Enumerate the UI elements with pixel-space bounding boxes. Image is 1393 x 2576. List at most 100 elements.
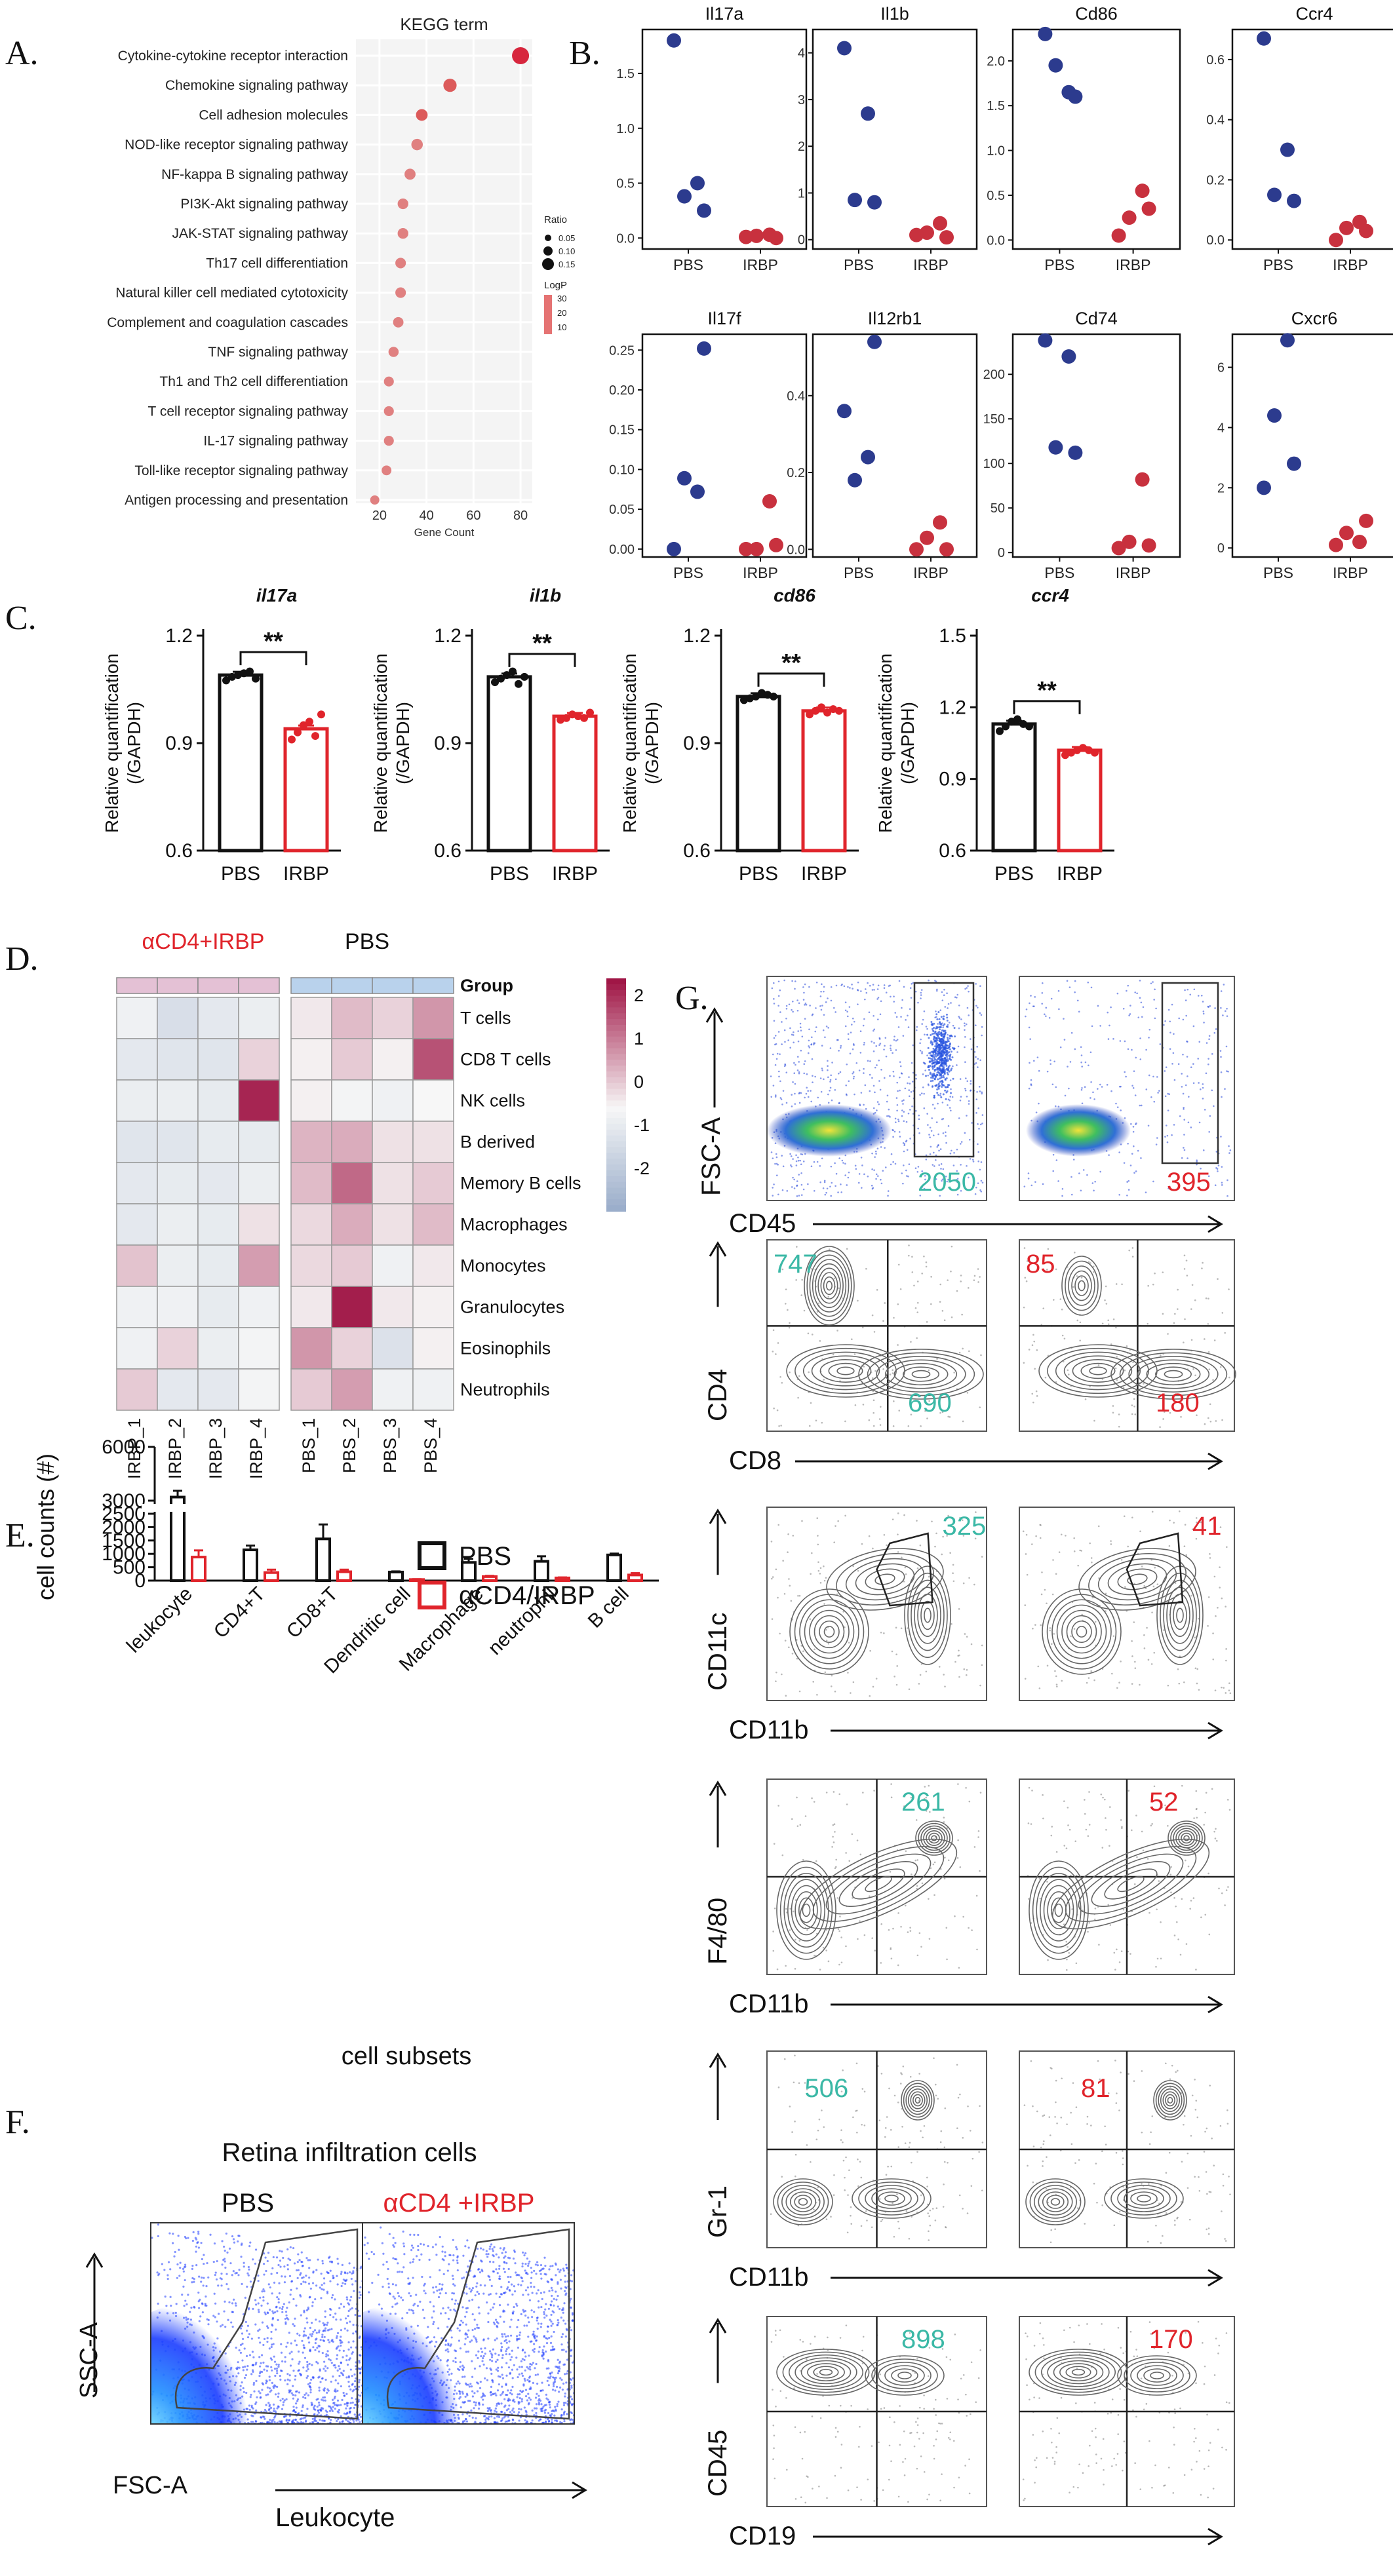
event-dot [927, 1074, 929, 1077]
event-dot [409, 2294, 412, 2297]
event-dot [822, 1029, 825, 1031]
event-dot [302, 2280, 305, 2283]
event-dot [458, 2339, 461, 2342]
event-dot [326, 2321, 329, 2324]
event-dot [413, 2233, 416, 2237]
event-dot [509, 2372, 512, 2374]
legend-color-label: 10 [557, 322, 566, 332]
event-dot [321, 2336, 324, 2338]
event-dot [964, 1087, 966, 1090]
event-dot [815, 981, 818, 984]
event-dot [316, 2406, 319, 2408]
event-dot [1220, 990, 1223, 992]
event-dot [570, 2386, 573, 2389]
event-dot [974, 1193, 977, 1195]
event-dot [559, 2386, 562, 2389]
event-dot [930, 1041, 932, 1044]
event-dot [465, 2351, 467, 2353]
heatmap-cell [372, 1121, 414, 1163]
event-dot [1208, 1038, 1210, 1041]
event-dot [903, 1150, 905, 1153]
event-dot [197, 2291, 200, 2294]
event-dot [402, 2230, 404, 2233]
event-dot [351, 2351, 354, 2354]
event-dot [266, 2386, 269, 2389]
event-dot [552, 2385, 555, 2388]
category-label: Antigen processing and presentation [125, 493, 348, 508]
event-dot [958, 1117, 960, 1119]
event-dot [868, 1011, 871, 1014]
event-dot [941, 1022, 943, 1024]
event-dot [936, 1018, 939, 1021]
event-dot [157, 2302, 159, 2305]
event-dot [957, 1045, 960, 1048]
event-dot [309, 2389, 312, 2391]
event-dot [938, 1149, 940, 1152]
event-dot [809, 1005, 811, 1007]
event-dot [350, 2277, 353, 2280]
event-dot [968, 1138, 971, 1141]
event-dot [286, 2373, 289, 2375]
event-dot [393, 2297, 396, 2300]
event-dot [518, 2274, 520, 2277]
event-dot [498, 2267, 501, 2270]
legend-swatch [418, 1581, 446, 1609]
event-dot [409, 2261, 412, 2264]
event-dot [925, 1154, 928, 1157]
event-dot [1126, 1181, 1128, 1183]
event-dot [250, 2393, 252, 2396]
event-dot [288, 2391, 290, 2394]
event-dot [341, 2263, 343, 2266]
event-dot [165, 2305, 168, 2307]
replicate-dot [311, 732, 319, 740]
event-dot [456, 2248, 458, 2250]
event-dot [277, 2363, 280, 2366]
event-dot [793, 1187, 796, 1189]
event-dot [308, 2277, 311, 2279]
event-dot [548, 2400, 551, 2403]
event-dot [318, 2375, 321, 2378]
event-dot [496, 2337, 498, 2340]
event-dot [526, 2420, 528, 2423]
event-dot [267, 2252, 270, 2254]
event-dot [945, 1175, 947, 1178]
event-dot [268, 2387, 271, 2390]
event-dot [540, 2403, 543, 2406]
event-dot [536, 2261, 539, 2263]
event-dot [808, 986, 810, 988]
event-dot [504, 2255, 507, 2258]
event-dot [288, 2415, 291, 2417]
event-dot [486, 2301, 488, 2304]
event-dot [511, 2409, 514, 2412]
event-dot [932, 1164, 934, 1166]
event-dot [531, 2316, 534, 2318]
heatmap-cell [197, 1038, 239, 1081]
bar [388, 1570, 404, 1583]
irbp-point [939, 230, 954, 245]
event-dot [496, 2370, 500, 2372]
y-tick-label: 500 [113, 1557, 146, 1579]
event-dot [508, 2257, 511, 2259]
event-dot [364, 2236, 366, 2239]
event-dot [831, 1099, 833, 1102]
column-label: IRBP_1 [125, 1418, 144, 1479]
plot-header: αCD4 +IRBP [383, 2189, 535, 2218]
event-dot [1133, 1070, 1135, 1072]
event-dot [459, 2366, 461, 2368]
event-dot [293, 2262, 296, 2265]
scale-step [606, 1176, 626, 1183]
event-dot [541, 2354, 543, 2357]
event-dot [169, 2268, 172, 2271]
event-dot [935, 1068, 937, 1071]
event-dot [529, 2368, 532, 2371]
event-dot [346, 2272, 349, 2275]
event-dot [226, 2273, 228, 2275]
event-dot [252, 2415, 254, 2417]
event-dot [778, 1075, 780, 1078]
event-dot [979, 1059, 981, 1062]
event-dot [549, 2372, 552, 2375]
event-dot [330, 2296, 333, 2299]
event-dot [328, 2256, 331, 2258]
